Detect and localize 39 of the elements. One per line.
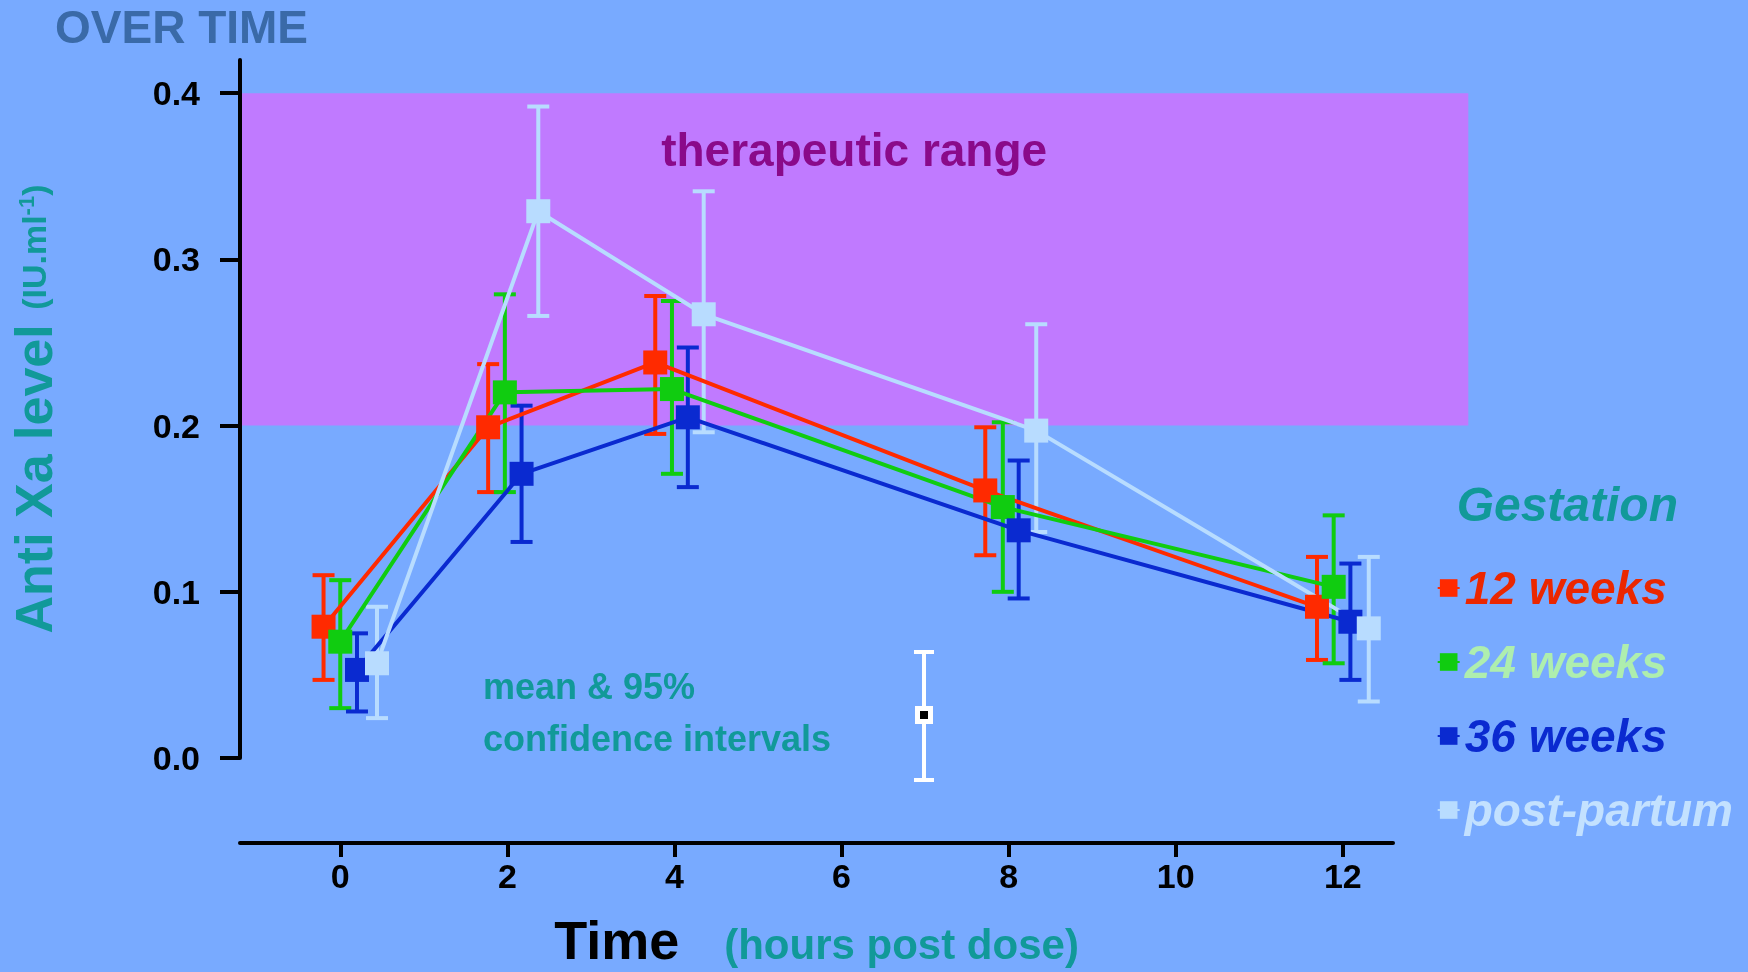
x-tick-label: 12 — [1323, 857, 1362, 895]
legend-title: Gestation — [1456, 477, 1679, 531]
point — [1024, 418, 1049, 443]
legend-label: post-partum — [1462, 784, 1734, 836]
point — [1006, 518, 1031, 543]
y-tick-label: 0.3 — [152, 240, 200, 279]
annotation: mean & 95% confidence intervals — [483, 665, 832, 759]
point — [691, 302, 716, 327]
y-tick-label: 0.0 — [152, 739, 200, 777]
legend-label: 12 weeks — [1464, 562, 1667, 614]
point — [365, 651, 390, 676]
point — [328, 629, 353, 654]
point — [476, 415, 501, 440]
point — [990, 495, 1015, 520]
point — [1304, 594, 1329, 619]
point — [973, 478, 998, 503]
band-label: therapeutic range — [661, 124, 1048, 177]
point — [675, 405, 700, 430]
legend-label: 36 weeks — [1464, 710, 1667, 762]
point — [643, 350, 668, 375]
point — [659, 377, 684, 402]
point — [526, 199, 551, 224]
x-tick-label: 10 — [1156, 857, 1195, 895]
x-tick-label: 4 — [665, 857, 684, 895]
x-tick-label: 2 — [497, 857, 517, 895]
y-tick-label: 0.2 — [152, 406, 200, 445]
point — [509, 461, 534, 486]
chart-title: OVER TIME — [55, 1, 309, 53]
point — [1356, 616, 1381, 641]
x-tick-label: 0 — [330, 857, 350, 895]
x-axis-title: Time (hours post dose) — [554, 910, 1079, 970]
y-tick-label: 0.1 — [152, 572, 200, 611]
point — [1321, 574, 1346, 599]
point — [492, 380, 517, 405]
x-tick-label: 6 — [832, 857, 852, 895]
y-axis-title: Anti Xa level (IU.ml-1) — [5, 184, 63, 634]
y-tick-label: 0.4 — [152, 74, 201, 113]
x-tick-label: 8 — [999, 857, 1019, 895]
legend-label: 24 weeks — [1463, 636, 1667, 688]
